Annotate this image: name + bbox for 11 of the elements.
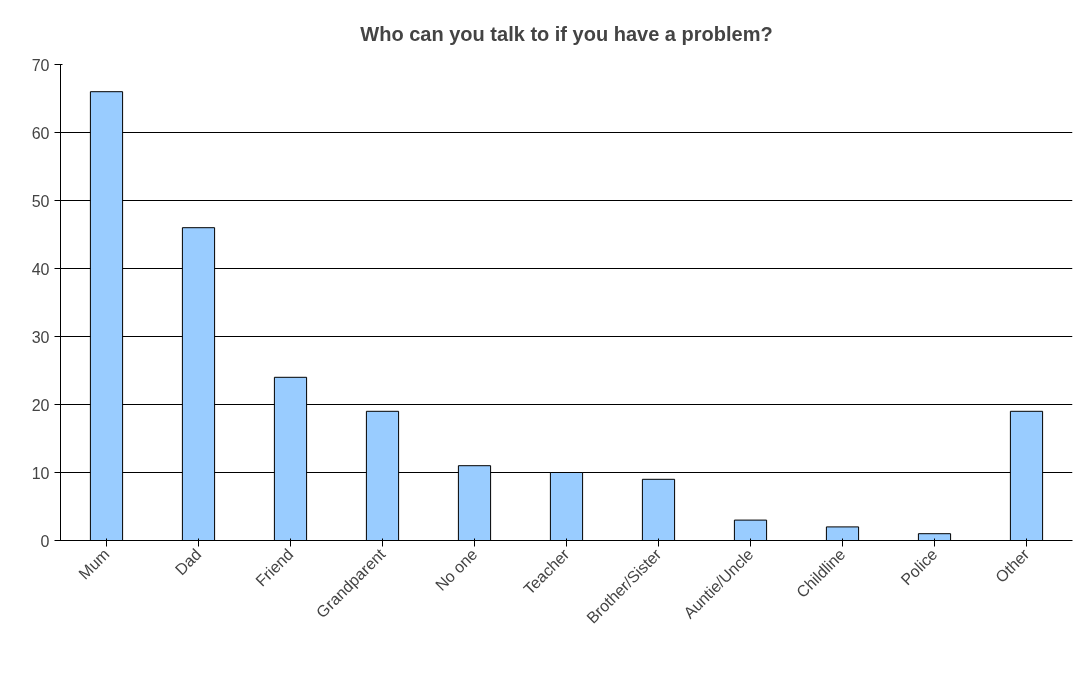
- chart-title: Who can you talk to if you have a problem?: [360, 22, 773, 45]
- y-tick-label: 40: [31, 260, 50, 278]
- y-tick-label: 10: [31, 464, 50, 482]
- y-tick-label: 50: [31, 192, 50, 210]
- x-tick-label: Dad: [171, 545, 205, 579]
- y-tick-label: 60: [31, 124, 50, 142]
- y-tick-label: 30: [31, 328, 50, 346]
- y-tick-label: 0: [40, 532, 50, 550]
- y-tick-label: 20: [31, 396, 50, 414]
- x-tick-label: No one: [432, 545, 481, 594]
- y-tick-label: 70: [31, 56, 50, 74]
